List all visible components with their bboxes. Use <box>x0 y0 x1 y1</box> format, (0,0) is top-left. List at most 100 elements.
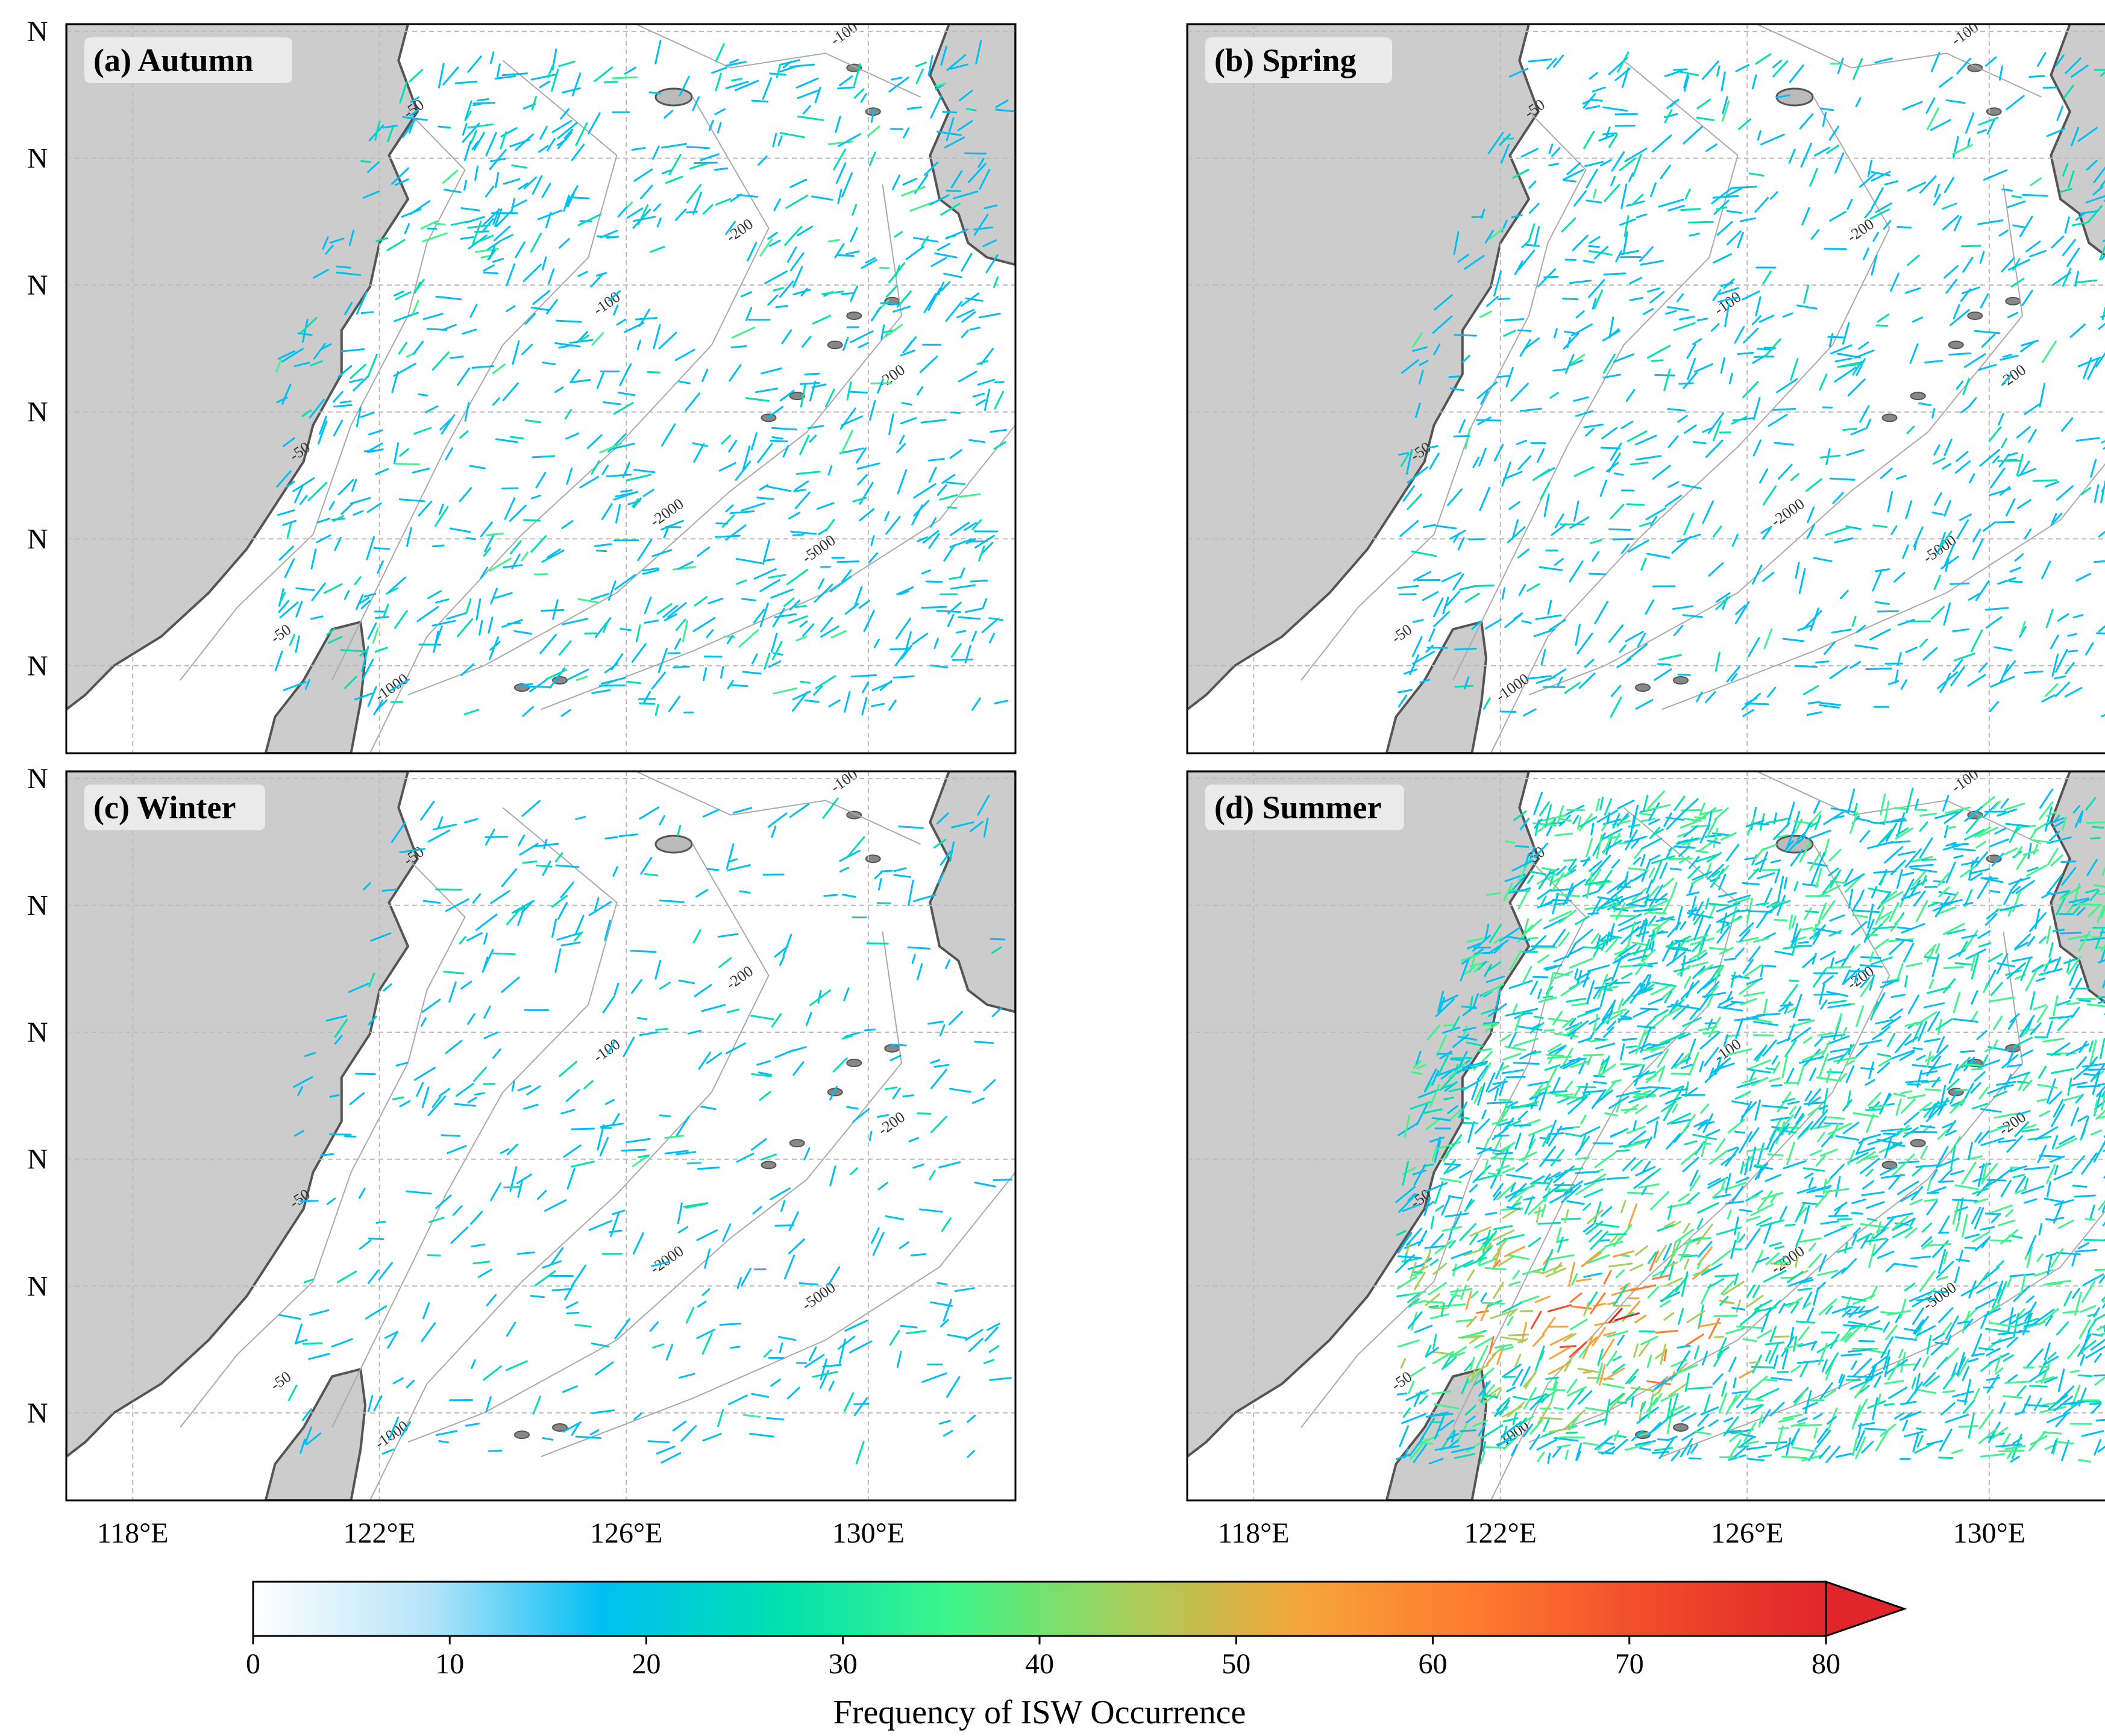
isw-segment <box>1845 1065 1855 1083</box>
isw-segment <box>1984 1047 1995 1052</box>
isw-segment <box>2027 842 2032 859</box>
isw-segment <box>2026 1246 2033 1268</box>
isw-segment <box>1983 1176 2003 1189</box>
isw-segment <box>1815 867 1822 888</box>
isw-segment <box>595 1361 614 1376</box>
isw-segment <box>1826 144 1840 154</box>
isw-segment <box>339 400 352 404</box>
isw-segment <box>1769 1325 1777 1343</box>
isw-segment <box>729 364 742 382</box>
isw-segment <box>1822 1088 1828 1114</box>
longitude-tick-label: 118°E <box>97 1517 169 1549</box>
isw-segment <box>843 987 850 1001</box>
isw-segment <box>1569 280 1592 284</box>
isw-segment <box>594 66 613 83</box>
isw-segment <box>1578 1390 1593 1405</box>
isw-segment <box>1438 1419 1455 1432</box>
isw-segment <box>1606 1350 1617 1367</box>
isw-segment <box>1874 57 1893 64</box>
isw-segment <box>902 1094 914 1097</box>
isw-segment <box>1986 119 1995 135</box>
isw-segment <box>906 106 923 110</box>
isw-segment <box>1855 1005 1865 1027</box>
isw-segment <box>565 432 580 440</box>
isw-segment <box>715 534 741 538</box>
isw-segment <box>1954 1266 1960 1283</box>
isw-segment <box>1808 1088 1822 1104</box>
isw-segment <box>1552 872 1564 891</box>
isw-segment <box>1650 983 1672 995</box>
isw-segment <box>443 971 465 974</box>
isw-segment <box>1708 903 1729 907</box>
isw-segment <box>1484 1230 1498 1247</box>
isw-segment <box>747 242 758 262</box>
isw-segment <box>1834 152 1845 174</box>
isw-segment <box>1931 1077 1940 1088</box>
isw-segment <box>1910 856 1933 863</box>
isw-segment <box>1457 254 1469 263</box>
isw-segment <box>1906 254 1920 266</box>
isw-segment <box>2037 1083 2058 1089</box>
isw-segment <box>1501 1069 1524 1074</box>
isw-segment <box>1477 1082 1485 1106</box>
isw-segment <box>797 115 824 121</box>
isw-segment <box>1776 378 1798 393</box>
isw-segment <box>1680 921 1687 930</box>
isw-segment <box>2065 57 2082 74</box>
isw-segment <box>1820 107 1834 111</box>
isw-segment <box>1418 369 1424 385</box>
isw-segment <box>1416 1103 1428 1126</box>
isw-segment <box>983 817 989 838</box>
isw-segment <box>1937 1097 1949 1116</box>
isw-segment <box>1666 945 1689 950</box>
isw-segment <box>1629 296 1643 301</box>
isw-segment <box>1926 1051 1931 1068</box>
isw-segment <box>373 700 384 716</box>
isw-segment <box>1837 57 1844 74</box>
isw-segment <box>1493 944 1504 954</box>
isw-segment <box>958 616 981 620</box>
isw-segment <box>1925 1105 1942 1123</box>
isw-segment <box>1538 869 1552 890</box>
isw-segment <box>668 154 682 176</box>
isw-segment <box>1749 1146 1757 1171</box>
isw-segment <box>756 1060 771 1066</box>
isw-segment <box>1819 950 1836 960</box>
isw-segment <box>1655 1350 1666 1359</box>
isw-segment <box>571 72 582 97</box>
isw-segment <box>1632 153 1642 177</box>
isw-segment <box>1553 1262 1563 1273</box>
isw-segment <box>361 645 369 672</box>
isw-segment <box>919 356 938 373</box>
isw-segment <box>937 872 945 885</box>
isw-segment <box>1819 701 1842 706</box>
isw-segment <box>1894 669 1899 684</box>
isw-segment <box>1704 981 1720 998</box>
isw-segment <box>1613 353 1635 363</box>
isw-segment <box>756 497 774 500</box>
isw-segment <box>569 339 594 344</box>
isw-segment <box>1741 1090 1751 1098</box>
isw-segment <box>1480 1293 1487 1302</box>
isw-segment <box>1831 628 1852 634</box>
isw-segment <box>1588 1229 1602 1242</box>
isw-segment <box>1617 1009 1630 1023</box>
isw-segment <box>1623 1064 1641 1071</box>
isw-segment <box>1613 952 1630 964</box>
isw-segment <box>1578 672 1596 689</box>
isw-segment <box>1473 1086 1483 1104</box>
isw-segment <box>950 584 976 590</box>
isw-segment <box>961 330 969 339</box>
isw-segment <box>1999 486 2011 496</box>
isw-segment <box>1712 420 1722 442</box>
isw-segment <box>1697 1413 1710 1427</box>
isw-segment <box>1857 1305 1866 1314</box>
isw-segment <box>1792 994 1802 1018</box>
isw-segment <box>443 189 462 193</box>
isw-segment <box>1816 1076 1842 1082</box>
isw-segment <box>1651 134 1672 152</box>
isw-segment <box>368 1237 384 1241</box>
isw-segment <box>1690 824 1709 828</box>
isw-segment <box>1471 216 1484 218</box>
isw-segment <box>1667 1088 1689 1093</box>
